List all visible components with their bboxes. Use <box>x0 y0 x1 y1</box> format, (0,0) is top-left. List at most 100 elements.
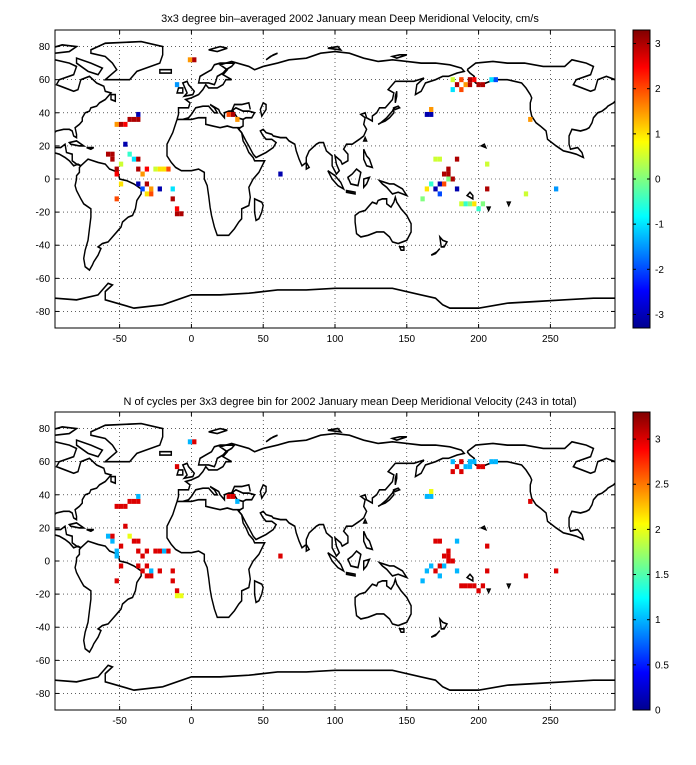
colorbar-tick-label: 1.5 <box>655 570 669 581</box>
x-tick-label: 150 <box>398 716 415 727</box>
data-cell <box>441 563 447 569</box>
data-cell <box>136 156 141 162</box>
data-cell <box>230 111 236 117</box>
data-cell <box>459 87 464 93</box>
data-cell <box>485 568 490 574</box>
data-cell <box>472 459 477 465</box>
data-cell <box>459 201 464 207</box>
data-cell <box>523 191 529 197</box>
data-cell <box>420 196 425 202</box>
data-cell <box>123 503 128 509</box>
grid-lines <box>55 30 615 328</box>
data-cell <box>174 206 180 212</box>
data-cell <box>485 543 490 549</box>
data-cell <box>118 563 124 569</box>
data-cell <box>114 171 119 177</box>
panel-2-map: -50 0 50 100 150 200 250806040200-20-40-60-803… <box>36 411 669 727</box>
panel-1-map: -50 0 50 100 150 200 250806040200-20-40-60-803… <box>36 29 664 345</box>
coastline <box>55 422 615 691</box>
colorbar-tick-label: 2.5 <box>655 480 669 491</box>
data-cell <box>467 464 473 470</box>
data-cell <box>459 583 464 589</box>
colorbar-tick-label: 3 <box>655 435 661 446</box>
data-cell <box>472 77 477 83</box>
data-cell <box>123 141 128 147</box>
data-cell <box>463 201 468 207</box>
data-cell <box>454 186 460 192</box>
data-cell <box>110 533 115 539</box>
data-cell <box>157 166 162 172</box>
data-cell <box>446 176 451 182</box>
data-cell <box>523 573 529 579</box>
x-tick-label: 0 <box>189 334 195 345</box>
y-tick-label: -80 <box>36 307 51 318</box>
data-cell <box>131 116 137 122</box>
y-tick-label: -20 <box>36 590 51 601</box>
data-cell <box>136 493 141 499</box>
data-cell <box>459 469 464 475</box>
data-cell <box>136 538 141 544</box>
data-cell <box>174 593 180 599</box>
y-tick-label: 80 <box>39 42 51 53</box>
data-cell <box>278 553 283 559</box>
data-cell <box>226 111 231 117</box>
data-cell <box>192 57 197 63</box>
data-cell <box>467 201 473 207</box>
data-cell <box>136 166 141 172</box>
data-cell <box>450 77 455 83</box>
data-cell <box>429 488 434 494</box>
data-cell <box>118 121 124 127</box>
data-cells <box>105 439 559 599</box>
data-cell <box>114 166 119 172</box>
panel-2-title: N of cycles per 3x3 degree bin for 2002 … <box>123 396 576 408</box>
data-cell <box>140 568 145 574</box>
data-cell <box>433 156 438 162</box>
x-tick-label: 100 <box>327 716 344 727</box>
x-tick-label: 250 <box>542 716 559 727</box>
data-cell <box>144 191 150 197</box>
data-cell <box>441 181 447 187</box>
data-cell <box>459 459 464 465</box>
data-cell <box>226 493 231 499</box>
data-cell <box>140 186 145 192</box>
data-cell <box>230 493 236 499</box>
y-tick-label: 40 <box>39 108 51 119</box>
data-cell <box>429 106 434 112</box>
data-cell <box>136 181 141 187</box>
y-tick-label: -80 <box>36 689 51 700</box>
data-cell <box>127 498 132 504</box>
data-cell <box>140 171 145 177</box>
data-cell <box>472 583 477 589</box>
x-tick-label: 250 <box>542 334 559 345</box>
data-cell <box>149 573 154 579</box>
data-cell <box>446 171 451 177</box>
y-tick-label: -60 <box>36 274 51 285</box>
data-cell <box>153 548 158 554</box>
data-cell <box>553 186 559 192</box>
data-cell <box>437 191 442 197</box>
data-cell <box>489 459 494 465</box>
data-cell <box>476 82 481 88</box>
data-cell <box>454 156 460 162</box>
data-cell <box>174 82 180 88</box>
data-cell <box>149 191 154 197</box>
data-cell <box>136 563 141 569</box>
data-cell <box>114 196 119 202</box>
data-cell <box>450 558 455 564</box>
data-cell <box>424 111 430 117</box>
data-cell <box>480 583 486 589</box>
data-cell <box>187 439 193 445</box>
data-cell <box>114 503 119 509</box>
data-cell <box>105 151 111 157</box>
data-cell <box>467 82 473 88</box>
data-cell <box>161 548 167 554</box>
data-cell <box>463 464 468 470</box>
data-cell <box>144 563 150 569</box>
data-cell <box>437 156 442 162</box>
data-cell <box>114 548 119 554</box>
colorbar-tick-label: -2 <box>655 265 664 276</box>
data-cell <box>467 583 473 589</box>
data-cell <box>157 186 162 192</box>
y-tick-label: -40 <box>36 241 51 252</box>
data-cell <box>459 77 464 83</box>
